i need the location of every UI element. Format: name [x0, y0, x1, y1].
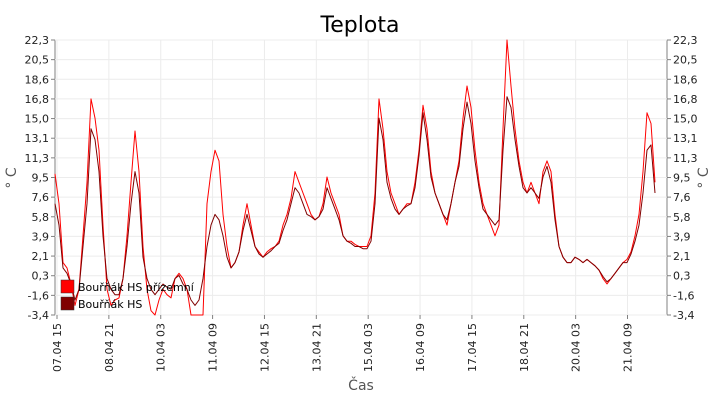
y-tick-label: 16,8 — [25, 93, 50, 106]
y-tick-label: 5,8 — [673, 211, 691, 224]
y-tick-label: 11,3 — [25, 152, 50, 165]
x-axis: 07.04 15 08.04 21 10.04 03 11.04 09 12.04 15… — [51, 315, 635, 372]
y-tick-label: 5,8 — [32, 211, 50, 224]
y-tick-label: -1,6 — [28, 289, 49, 302]
y-tick-label: 22,3 — [25, 34, 50, 47]
grid — [55, 39, 667, 316]
x-tick-label: 11.04 09 — [207, 323, 220, 372]
y-tick-label: -1,6 — [673, 289, 694, 302]
y-tick-label: 9,5 — [673, 172, 691, 185]
y-tick-label: 2,1 — [673, 250, 691, 263]
y-tick-label: 20,5 — [673, 54, 698, 67]
y-tick-label: -3,4 — [28, 309, 49, 322]
y-tick-label: 3,9 — [32, 230, 50, 243]
y-tick-label: 3,9 — [673, 230, 691, 243]
y-axis-label-right: ° C — [696, 167, 712, 188]
y-axis-right: 22,3 20,5 18,6 16,8 15,0 13,1 11,3 9,5 7,6 5,8 3,9… — [667, 34, 698, 322]
y-tick-label: 7,6 — [32, 191, 50, 204]
x-tick-label: 17.04 15 — [466, 323, 479, 372]
y-tick-label: 2,1 — [32, 250, 50, 263]
x-tick-label: 10.04 03 — [155, 323, 168, 372]
x-tick-label: 16.04 09 — [414, 323, 427, 372]
y-tick-label: 9,5 — [32, 172, 50, 185]
x-tick-label: 18.04 21 — [518, 323, 531, 372]
y-tick-label: 0,3 — [32, 270, 50, 283]
y-tick-label: 22,3 — [673, 34, 698, 47]
chart-title: Teplota — [320, 13, 400, 38]
y-tick-label: 13,1 — [25, 132, 50, 145]
x-tick-label: 20.04 03 — [570, 323, 583, 372]
legend-swatch — [60, 296, 75, 311]
y-tick-label: 20,5 — [25, 54, 50, 67]
y-tick-label: 7,6 — [673, 191, 691, 204]
legend-label: Bouřňák HS — [78, 298, 142, 311]
legend-swatch — [60, 279, 75, 294]
x-tick-label: 13.04 21 — [310, 323, 323, 372]
y-tick-label: -3,4 — [673, 309, 694, 322]
y-axis-label-left: ° C — [4, 167, 20, 188]
y-tick-label: 15,0 — [673, 113, 698, 126]
y-tick-label: 0,3 — [673, 270, 691, 283]
x-tick-label: 07.04 15 — [51, 323, 64, 372]
x-tick-label: 15.04 03 — [362, 323, 375, 372]
y-axis-left: 22,3 20,5 18,6 16,8 15,0 13,1 11,3 9,5 7,6 5,8 3,9… — [25, 34, 55, 322]
x-axis-label: Čas — [348, 376, 374, 394]
legend-label: Bouřňák HS přízemní — [78, 281, 195, 294]
y-tick-label: 13,1 — [673, 132, 698, 145]
series-group — [54, 39, 656, 316]
series-line-2 — [54, 96, 656, 306]
series-line-1 — [54, 39, 656, 316]
x-tick-label: 08.04 21 — [103, 323, 116, 372]
y-tick-label: 18,6 — [25, 73, 50, 86]
y-tick-label: 16,8 — [673, 93, 698, 106]
legend: Bouřňák HS přízemní Bouřňák HS — [60, 279, 195, 311]
y-tick-label: 15,0 — [25, 113, 50, 126]
y-tick-label: 18,6 — [673, 73, 698, 86]
x-tick-label: 12.04 15 — [258, 323, 271, 372]
x-tick-label: 21.04 09 — [622, 323, 635, 372]
y-tick-label: 11,3 — [673, 152, 698, 165]
